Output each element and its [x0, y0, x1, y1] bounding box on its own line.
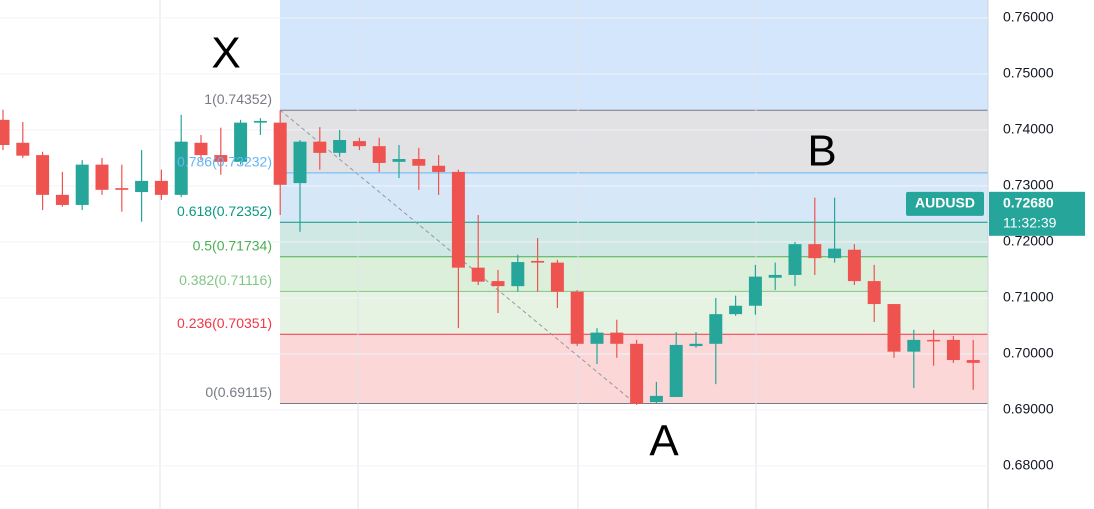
candle-body — [16, 142, 30, 156]
fib-label: 0.5(0.71734) — [193, 237, 272, 253]
candle-body — [174, 141, 188, 195]
candle-body — [788, 244, 802, 275]
candle-body — [392, 159, 406, 162]
fib-label: 1(0.74352) — [204, 91, 272, 107]
candle-body — [570, 291, 584, 344]
candle-body — [927, 339, 941, 342]
candle-body — [253, 120, 267, 123]
candle-body — [273, 122, 287, 185]
y-tick-label: 0.76000 — [1003, 9, 1054, 25]
candle-body — [214, 155, 228, 162]
y-tick-label: 0.69000 — [1003, 401, 1054, 417]
annotation: X — [211, 29, 240, 78]
fib-zone — [280, 0, 988, 111]
candle-body — [135, 180, 149, 193]
y-tick-label: 0.68000 — [1003, 457, 1054, 473]
candle-body — [946, 339, 960, 361]
candle-body — [689, 343, 703, 347]
candle-body — [95, 164, 109, 190]
candle-body — [550, 262, 564, 292]
price-box — [989, 191, 1085, 236]
price-label: 0.72680 — [1003, 195, 1054, 211]
candle-body — [729, 305, 743, 315]
fib-label: 0.382(0.71116) — [179, 272, 272, 288]
y-tick-label: 0.74000 — [1003, 121, 1054, 137]
candle-body — [55, 194, 69, 205]
y-tick-label: 0.75000 — [1003, 65, 1054, 81]
candle-body — [372, 146, 386, 163]
candle-body — [649, 395, 663, 403]
y-tick-label: 0.71000 — [1003, 289, 1054, 305]
candle-body — [75, 164, 89, 205]
candle-body — [491, 281, 505, 287]
fib-label: 0.786(0.73232) — [177, 154, 272, 170]
y-tick-label: 0.70000 — [1003, 345, 1054, 361]
candle-body — [808, 244, 822, 259]
candle-body — [966, 360, 980, 363]
candle-body — [432, 165, 446, 172]
fib-label: 0(0.69115) — [205, 384, 272, 400]
fib-zone — [280, 256, 988, 292]
candle-body — [828, 248, 842, 259]
candle-body — [412, 159, 426, 166]
candle-body — [590, 332, 604, 344]
candle-body — [669, 344, 683, 398]
fib-zone — [280, 172, 988, 223]
annotation: B — [807, 127, 836, 176]
symbol-box — [906, 191, 984, 216]
candle-body — [610, 332, 624, 344]
candle-body — [867, 281, 881, 305]
candle-body — [511, 262, 525, 287]
candle-body — [709, 314, 723, 344]
candle-body — [471, 267, 485, 282]
candle-body — [333, 139, 347, 153]
candle-body — [154, 180, 168, 195]
candle-body — [531, 260, 545, 263]
candle-body — [630, 343, 644, 404]
symbol-label: AUDUSD — [915, 195, 975, 211]
candle-body — [194, 142, 208, 156]
y-tick-label: 0.73000 — [1003, 177, 1054, 193]
candle-body — [768, 274, 782, 278]
candle-body — [115, 188, 129, 190]
candle-body — [234, 122, 248, 162]
candle-body — [907, 339, 921, 352]
candle-body — [451, 171, 465, 268]
candle-body — [313, 141, 327, 153]
fib-label: 0.236(0.70351) — [177, 315, 272, 331]
fib-zone — [280, 110, 988, 173]
candle-body — [352, 141, 366, 147]
candle-body — [748, 276, 762, 306]
fib-zone — [280, 222, 988, 257]
candle-body — [887, 304, 901, 352]
candle-body — [36, 155, 50, 195]
candle-body — [293, 141, 307, 184]
annotation: A — [649, 417, 679, 466]
countdown: 11:32:39 — [1003, 215, 1057, 231]
fib-label: 0.618(0.72352) — [177, 203, 272, 219]
y-tick-label: 0.72000 — [1003, 233, 1054, 249]
candle-body — [847, 249, 861, 282]
candle-body — [0, 119, 10, 146]
